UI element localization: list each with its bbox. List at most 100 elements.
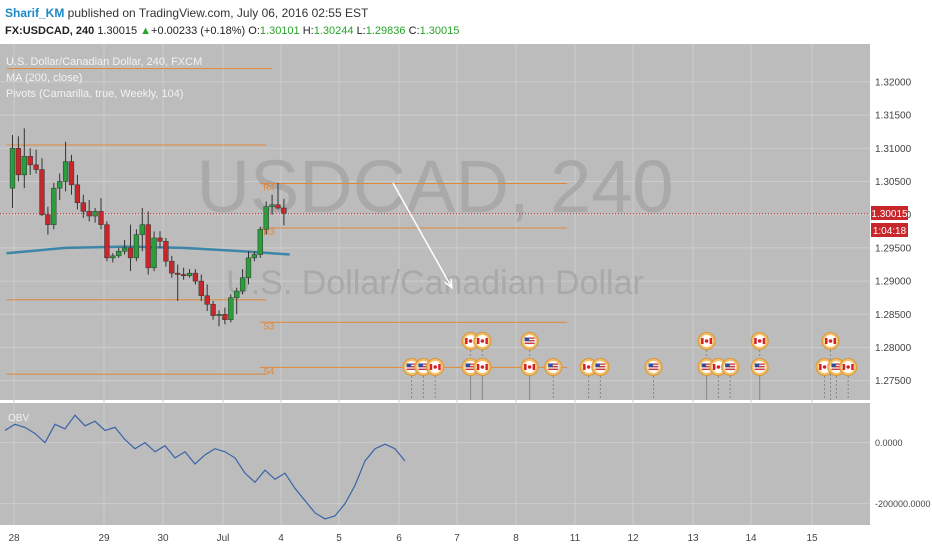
legend-ma[interactable]: MA (200, close)	[6, 72, 82, 84]
us-flag-stripe	[548, 363, 559, 365]
obv-indicator: OBV	[4, 413, 406, 520]
timer-badge-value: 1:04:18	[873, 226, 907, 237]
ca-flag-bar	[754, 338, 757, 344]
us-flag-canton	[725, 363, 730, 367]
ca-flag-bar	[701, 338, 704, 344]
ca-flag-bar	[709, 338, 713, 344]
candle-body	[62, 161, 69, 182]
obv-tick: -200000.0000	[875, 499, 931, 509]
us-flag-canton	[648, 363, 653, 367]
ca-flag-event-icon[interactable]	[520, 358, 539, 401]
projection-line[interactable]	[392, 182, 453, 289]
candle-body	[33, 164, 39, 170]
ca-flag-bar	[485, 364, 488, 370]
us-flag-stripe	[725, 368, 736, 370]
us-flag-canton	[406, 363, 412, 367]
ca-flag-event-icon[interactable]	[839, 358, 858, 401]
price-chart[interactable]: USDCAD, 240 U.S. Dollar/Canadian Dollar …	[0, 44, 932, 550]
ca-flag-bar	[438, 364, 441, 370]
candle-body	[121, 247, 128, 252]
ca-flag-event-icon[interactable]	[821, 332, 840, 401]
ca-flag-bar	[819, 364, 822, 370]
obv-label: OBV	[8, 413, 29, 424]
candle-body	[186, 272, 193, 277]
us-flag-stripe	[725, 366, 736, 368]
us-flag-event-icon[interactable]	[591, 358, 610, 401]
candle-body	[239, 277, 246, 292]
symbol-label: FX:USDCAD, 240	[5, 25, 95, 37]
us-flag-stripe	[701, 366, 712, 368]
candle-body	[15, 148, 22, 176]
candle-body	[257, 229, 263, 255]
candle-body	[216, 314, 222, 316]
candle-body	[275, 204, 281, 209]
us-flag-stripe	[406, 363, 417, 365]
ca-flag-event-icon[interactable]	[473, 358, 492, 401]
us-flag-canton	[595, 363, 600, 367]
maple-leaf-icon	[716, 365, 721, 369]
us-flag-stripe	[701, 363, 712, 365]
maple-leaf-icon	[480, 339, 485, 343]
close-label: C:	[408, 25, 420, 37]
candle-body	[86, 211, 92, 217]
pivot-label: S3	[263, 321, 274, 331]
price-tick: 1.28500	[875, 310, 912, 321]
us-flag-stripe	[595, 368, 606, 370]
us-flag-event-icon[interactable]	[750, 358, 769, 401]
obv-tick: 0.0000	[875, 438, 903, 448]
candle-body	[74, 184, 81, 203]
candle-body	[39, 169, 45, 215]
us-flag-stripe	[648, 368, 659, 370]
legend-title[interactable]: U.S. Dollar/Canadian Dollar, 240, FXCM	[6, 56, 202, 68]
projection-arrow[interactable]	[392, 182, 453, 290]
time-tick: 6	[396, 533, 402, 544]
price-badge: 1.30015 1:04:18	[871, 206, 908, 237]
us-flag-stripe	[465, 363, 476, 365]
legend-pivots[interactable]: Pivots (Camarilla, true, Weekly, 104)	[6, 88, 183, 100]
candle-body	[68, 161, 75, 186]
price-tick: 1.32000	[875, 77, 912, 88]
pivot-label: R4	[263, 182, 275, 192]
maple-leaf-icon	[846, 365, 850, 369]
publish-info: published on TradingView.com, July 06, 2…	[64, 6, 369, 20]
candle-body	[21, 156, 27, 176]
time-axis[interactable]: 28 29 30 Jul 4 5 6 7 8 11 12 13 14 15	[8, 533, 818, 544]
maple-leaf-icon	[586, 365, 591, 369]
maple-leaf-icon	[468, 339, 473, 343]
candle-body	[269, 204, 275, 207]
obv-axis[interactable]: 0.0000 -200000.0000	[875, 438, 931, 509]
us-flag-stripe	[831, 368, 842, 370]
us-flag-event-icon[interactable]	[544, 358, 563, 401]
candle-body	[80, 202, 86, 212]
candle-body	[157, 237, 163, 242]
us-flag-stripe	[524, 337, 535, 339]
economic-events[interactable]	[402, 332, 858, 401]
ca-flag-bar	[485, 338, 488, 344]
close-value: 1.30015	[419, 25, 460, 37]
author-link[interactable]: Sharif_KM	[5, 6, 65, 20]
us-flag-event-icon[interactable]	[721, 358, 740, 401]
us-flag-stripe	[524, 340, 535, 342]
us-flag-stripe	[648, 363, 659, 365]
ca-flag-bar	[851, 364, 854, 370]
us-flag-stripe	[465, 368, 476, 370]
ca-flag-bar	[712, 364, 716, 370]
us-flag-stripe	[831, 366, 842, 368]
us-flag-event-icon[interactable]	[520, 332, 539, 401]
candle-body	[145, 224, 151, 269]
candle-body	[104, 224, 110, 259]
ca-flag-bar	[833, 338, 836, 344]
candle-body	[210, 304, 216, 316]
us-flag-stripe	[831, 363, 842, 365]
us-flag-stripe	[418, 368, 429, 370]
us-flag-stripe	[701, 368, 712, 370]
last-price: 1.30015	[97, 25, 138, 37]
time-tick: 15	[806, 533, 818, 544]
candle-body	[151, 237, 157, 269]
ca-flag-event-icon[interactable]	[697, 332, 716, 401]
candle-body	[175, 272, 181, 275]
ca-flag-bar	[825, 338, 828, 344]
ca-flag-event-icon[interactable]	[426, 358, 445, 401]
us-flag-event-icon[interactable]	[644, 358, 663, 401]
maple-leaf-icon	[527, 365, 532, 369]
